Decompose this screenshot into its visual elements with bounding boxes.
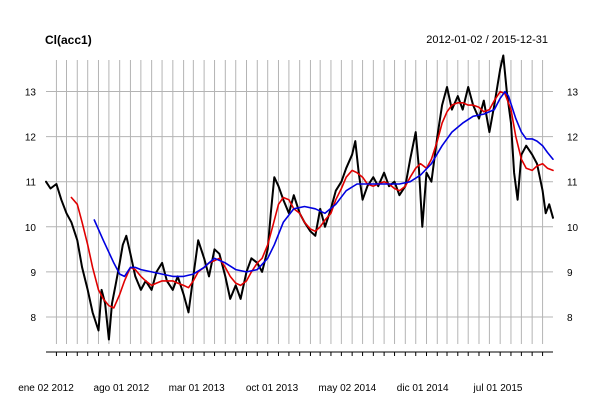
y-tick-label-right: 11 bbox=[567, 178, 578, 189]
x-tick-label: dic 01 2014 bbox=[397, 383, 449, 394]
series-line-ma_fast bbox=[70, 90, 554, 309]
grid bbox=[46, 60, 553, 344]
plot-area bbox=[45, 54, 554, 341]
x-tick-label: jul 01 2015 bbox=[473, 383, 523, 394]
y-tick-label-right: 13 bbox=[567, 88, 579, 99]
date-range-label: 2012-01-02 / 2015-12-31 bbox=[426, 34, 548, 46]
y-tick-label-left: 11 bbox=[26, 178, 37, 189]
y-axis: 8 8 9 9 10 10 11 11 12 12 13 13 bbox=[25, 88, 579, 324]
x-tick-label: mar 01 2013 bbox=[169, 383, 226, 394]
y-tick-label-right: 10 bbox=[567, 223, 579, 234]
chart-title: Cl(acc1) bbox=[45, 33, 92, 47]
x-axis: ene 02 2012 ago 01 2012 mar 01 2013 oct 01 … bbox=[18, 351, 553, 394]
x-tick-label: may 02 2014 bbox=[318, 383, 376, 394]
series-line-ma_slow bbox=[93, 90, 554, 278]
y-tick-label-left: 12 bbox=[25, 133, 37, 144]
x-tick-label: oct 01 2013 bbox=[246, 383, 299, 394]
y-tick-label-left: 13 bbox=[25, 88, 37, 99]
y-tick-label-left: 10 bbox=[25, 223, 37, 234]
x-tick-label: ene 02 2012 bbox=[18, 383, 74, 394]
y-tick-label-left: 8 bbox=[30, 313, 36, 324]
x-tick-label: ago 01 2012 bbox=[94, 383, 150, 394]
y-tick-label-right: 9 bbox=[567, 268, 573, 279]
y-tick-label-right: 8 bbox=[567, 313, 573, 324]
y-tick-label-left: 9 bbox=[30, 268, 36, 279]
y-tick-label-right: 12 bbox=[567, 133, 579, 144]
